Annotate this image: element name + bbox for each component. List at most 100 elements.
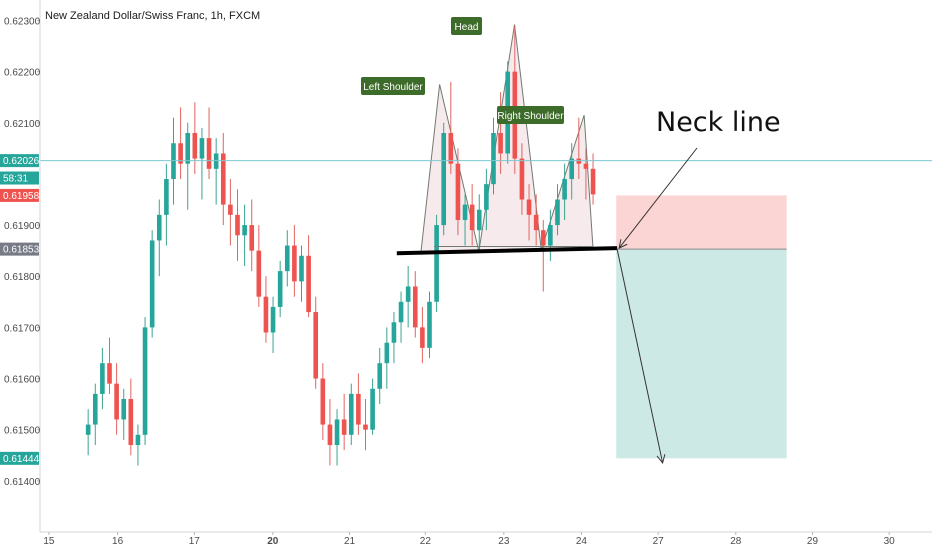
candle-body [128, 399, 134, 446]
candle-body [156, 214, 162, 241]
candle-body [220, 153, 226, 205]
x-tick-label: 28 [730, 536, 742, 547]
price-badges: 0.62026 58:31 0.61958 0.61853 0.61444 [0, 154, 40, 465]
left-shoulder-badge[interactable]: Left Shoulder [361, 77, 425, 95]
risk-reward-zones [616, 195, 787, 459]
candle-body [562, 179, 567, 200]
candle-body [448, 133, 454, 164]
left-shoulder-label: Left Shoulder [363, 82, 423, 93]
candle-body [306, 255, 311, 313]
candle-body [334, 419, 340, 446]
candle-body [213, 153, 219, 169]
candle-body [583, 163, 589, 169]
candle-body [277, 271, 283, 307]
candle-body [292, 245, 297, 282]
candle-body [356, 393, 361, 425]
x-axis-ticks: 15 16 17 20 21 22 23 24 27 28 29 30 [43, 532, 895, 547]
projection-arrow [616, 249, 664, 464]
candle-body [469, 204, 475, 231]
candle-body [149, 240, 155, 328]
price-badge-label: 58:31 [3, 174, 28, 185]
candle-body [384, 342, 390, 364]
price-badge-label: 0.61853 [3, 245, 40, 256]
candle-body [441, 133, 447, 226]
candlestick-series [85, 25, 596, 466]
candle-body [391, 322, 397, 343]
x-tick-label: 15 [43, 536, 55, 547]
candle-body [135, 434, 141, 446]
y-tick-label: 0.61600 [4, 375, 41, 386]
candle-body [363, 424, 368, 430]
candle-body [498, 133, 503, 154]
candle-body [313, 312, 319, 379]
candle-body [540, 230, 546, 246]
candle-body [555, 199, 560, 226]
candle-body [235, 214, 240, 236]
take-profit-zone [616, 249, 787, 459]
neckline [396, 246, 618, 256]
y-tick-label: 0.61800 [4, 272, 41, 283]
candle-body [164, 179, 169, 215]
projection-arrowhead [656, 454, 666, 465]
candle-body [462, 204, 468, 220]
candle-body [341, 419, 347, 435]
candle-body [299, 255, 304, 282]
price-badge [0, 242, 39, 256]
y-axis-ticks: 0.62300 0.62200 0.62100 0.61900 0.61800 0.617… [4, 16, 41, 487]
price-badge [0, 451, 39, 465]
y-tick-label: 0.61400 [4, 477, 41, 488]
x-tick-label: 20 [267, 536, 279, 547]
candle-body [590, 168, 596, 195]
candle-body [107, 363, 112, 384]
candle-body [491, 133, 496, 185]
candle-body [398, 301, 404, 323]
x-tick-label: 23 [498, 536, 510, 547]
neck-line-arrow [618, 147, 698, 249]
candle-body [284, 245, 290, 272]
candle-body [142, 327, 148, 435]
candle-body [270, 306, 276, 333]
candle-body [484, 184, 489, 210]
candle-body [199, 138, 205, 159]
candle-body [420, 327, 425, 348]
candle-body [370, 388, 375, 430]
x-tick-label: 21 [344, 536, 356, 547]
x-tick-label: 30 [884, 536, 896, 547]
price-badge-label: 0.61958 [3, 191, 40, 202]
candle-body [548, 225, 553, 246]
candle-body [434, 225, 439, 302]
head-label: Head [455, 22, 479, 33]
candle-body [405, 286, 411, 302]
candle-body [256, 250, 262, 297]
y-tick-label: 0.61700 [4, 323, 41, 334]
neck-line-label: Neck line [656, 107, 781, 138]
candle-body [576, 158, 582, 164]
price-badge-label: 0.61444 [3, 454, 40, 465]
stop-loss-zone [616, 195, 787, 250]
chart-title: New Zealand Dollar/Swiss Franc, 1h, FXCM [45, 10, 260, 22]
y-tick-label: 0.62300 [4, 16, 41, 27]
candle-body [192, 133, 198, 159]
x-tick-label: 22 [420, 536, 432, 547]
x-tick-label: 29 [807, 536, 819, 547]
candle-body [327, 424, 333, 446]
price-badge-label: 0.62026 [3, 156, 40, 167]
right-shoulder-badge[interactable]: Right Shoulder [497, 106, 564, 124]
head-badge[interactable]: Head [451, 17, 482, 35]
candle-body [412, 286, 418, 328]
x-tick-label: 16 [112, 536, 124, 547]
candle-body [228, 204, 233, 215]
candle-body [85, 424, 91, 435]
candle-body [569, 158, 575, 180]
y-tick-label: 0.62200 [4, 68, 41, 79]
neck-line-arrowhead [618, 239, 628, 249]
x-tick-label: 17 [189, 536, 201, 547]
right-shoulder-label: Right Shoulder [497, 111, 564, 122]
candle-body [320, 378, 326, 425]
candle-body [114, 383, 119, 420]
candle-body [121, 399, 127, 420]
candle-body [242, 225, 247, 236]
